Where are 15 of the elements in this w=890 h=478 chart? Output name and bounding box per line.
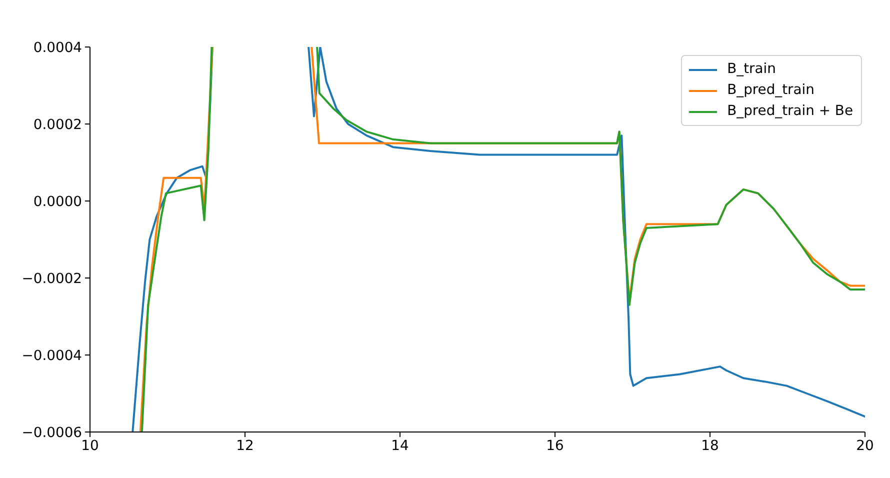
y-tick-label: −0.0002	[22, 270, 82, 287]
x-tick-label: 12	[236, 438, 254, 454]
legend-label: B_pred_train	[727, 81, 814, 100]
y-tick-label: 0.0002	[33, 116, 82, 133]
legend-label: B_pred_train + Be	[727, 102, 853, 121]
y-tick-label: 0.0004	[33, 40, 82, 56]
x-tick-label: 14	[391, 438, 409, 454]
x-tick-label: 20	[856, 438, 874, 454]
y-tick-label: −0.0006	[22, 424, 82, 441]
y-tick-label: 0.0000	[33, 194, 82, 210]
legend-label: B_train	[727, 60, 776, 79]
x-tick-label: 16	[546, 438, 564, 454]
x-tick-label: 10	[81, 438, 99, 454]
y-tick-label: −0.0004	[22, 348, 82, 364]
x-tick-label: 18	[701, 438, 719, 454]
